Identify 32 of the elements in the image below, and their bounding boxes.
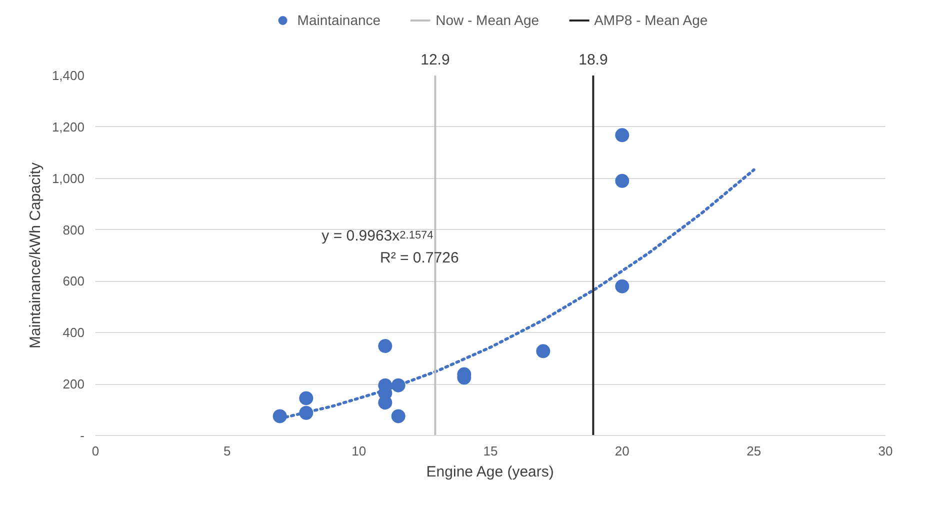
y-tick-label: 1,400 bbox=[52, 68, 85, 83]
x-tick-label: 0 bbox=[92, 444, 100, 458]
y-axis-title: Maintainance/kWh Capacity bbox=[26, 162, 44, 348]
y-tick-label: - bbox=[80, 428, 85, 443]
y-tick-label: 600 bbox=[62, 274, 85, 289]
point bbox=[615, 174, 630, 188]
x-tick-label: 10 bbox=[352, 444, 366, 458]
y-tick-label: 200 bbox=[62, 376, 85, 392]
point bbox=[615, 279, 630, 294]
x-tick-label: 5 bbox=[224, 444, 231, 458]
legend-label: AMP8 - Mean Age bbox=[594, 12, 708, 28]
x-axis-title: Engine Age (years) bbox=[426, 464, 554, 480]
legend-label: Now - Mean Age bbox=[436, 12, 540, 28]
annotation: R² = 0.7726 bbox=[380, 249, 459, 266]
annotation: 18.9 bbox=[578, 52, 608, 68]
point bbox=[378, 396, 392, 410]
point bbox=[378, 339, 392, 353]
y-tick-label: 800 bbox=[62, 222, 85, 238]
y-tick-label: 1,000 bbox=[52, 170, 85, 186]
point bbox=[615, 128, 630, 142]
legend-label: Maintainance bbox=[297, 12, 381, 28]
x-tick-label: 30 bbox=[878, 444, 893, 458]
x-tick-label: 25 bbox=[746, 444, 762, 458]
point bbox=[299, 391, 314, 406]
point bbox=[536, 344, 550, 358]
annotation: y = 0.9963x2.1574 bbox=[322, 228, 434, 245]
y-tick-label: 400 bbox=[62, 325, 85, 340]
annotation: 12.9 bbox=[420, 52, 450, 68]
y-tick-label: 1,200 bbox=[52, 119, 85, 134]
point bbox=[391, 409, 406, 424]
x-tick-label: 15 bbox=[483, 444, 498, 458]
x-tick-label: 20 bbox=[614, 444, 630, 458]
